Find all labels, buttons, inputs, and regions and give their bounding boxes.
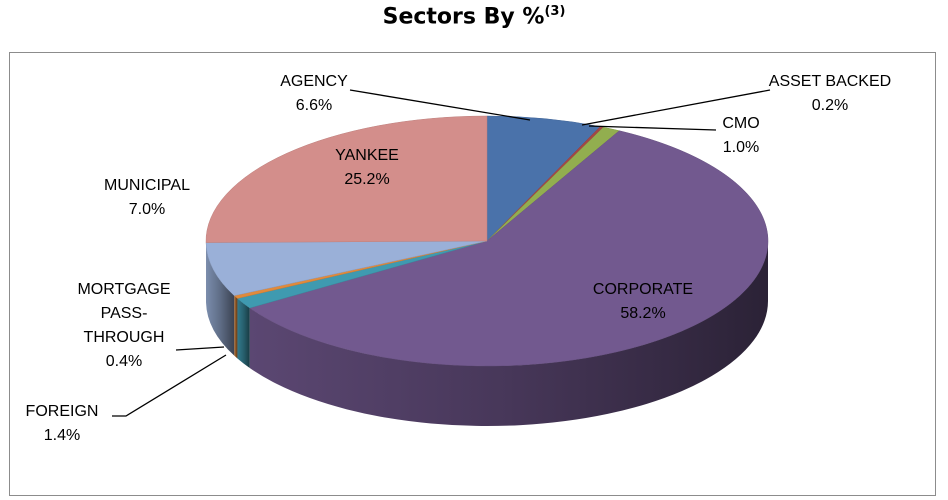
chart-title: Sectors By %(3) bbox=[0, 4, 948, 29]
plot-area-frame bbox=[9, 52, 936, 496]
slice-label-agency: AGENCY bbox=[280, 73, 348, 90]
slice-value-asset-backed: 0.2% bbox=[812, 97, 848, 114]
slice-label-corporate: CORPORATE bbox=[593, 281, 693, 298]
slice-label-mortgage-pass-through: PASS- bbox=[101, 305, 148, 322]
slice-label-yankee: YANKEE bbox=[335, 147, 399, 164]
slice-value-municipal: 7.0% bbox=[129, 201, 165, 218]
slice-label-cmo: CMO bbox=[722, 115, 759, 132]
chart-title-text: Sectors By % bbox=[382, 4, 545, 30]
slice-label-foreign: FOREIGN bbox=[26, 403, 99, 420]
pie-slice-municipal bbox=[205, 240, 488, 296]
pie-slice-side-mortgage-pass-through bbox=[234, 295, 238, 359]
slice-label-asset-backed: ASSET BACKED bbox=[769, 73, 891, 90]
leader-line-cmo bbox=[588, 125, 717, 131]
pie-slice-side-municipal bbox=[206, 242, 235, 356]
pie-slice-corporate bbox=[249, 130, 769, 367]
leader-line-mortgage-pass-through bbox=[175, 346, 225, 351]
pie-slice-side-corporate bbox=[249, 241, 769, 427]
slice-value-agency: 6.6% bbox=[296, 97, 332, 114]
slice-value-foreign: 1.4% bbox=[44, 427, 80, 444]
slice-label-mortgage-pass-through: THROUGH bbox=[84, 329, 165, 346]
leader-line-foreign bbox=[112, 354, 227, 417]
slice-label-mortgage-pass-through: MORTGAGE bbox=[77, 281, 170, 298]
pie-slice-side-foreign bbox=[237, 298, 250, 368]
pie-slice-yankee bbox=[205, 115, 488, 243]
data-labels: AGENCY 6.6% ASSET BACKED 0.2% CMO 1.0% CORPORA… bbox=[26, 73, 892, 444]
pie-top-faces bbox=[205, 115, 769, 367]
slice-value-cmo: 1.0% bbox=[723, 139, 759, 156]
leader-line-agency bbox=[349, 89, 531, 121]
chart-title-footnote: (3) bbox=[544, 4, 566, 19]
slice-value-corporate: 58.2% bbox=[620, 305, 665, 322]
pie-side-walls bbox=[206, 241, 769, 427]
slice-value-mortgage-pass-through: 0.4% bbox=[106, 353, 142, 370]
slice-label-municipal: MUNICIPAL bbox=[104, 177, 190, 194]
leader-line-asset-backed bbox=[581, 89, 771, 126]
slice-value-yankee: 25.2% bbox=[344, 171, 389, 188]
